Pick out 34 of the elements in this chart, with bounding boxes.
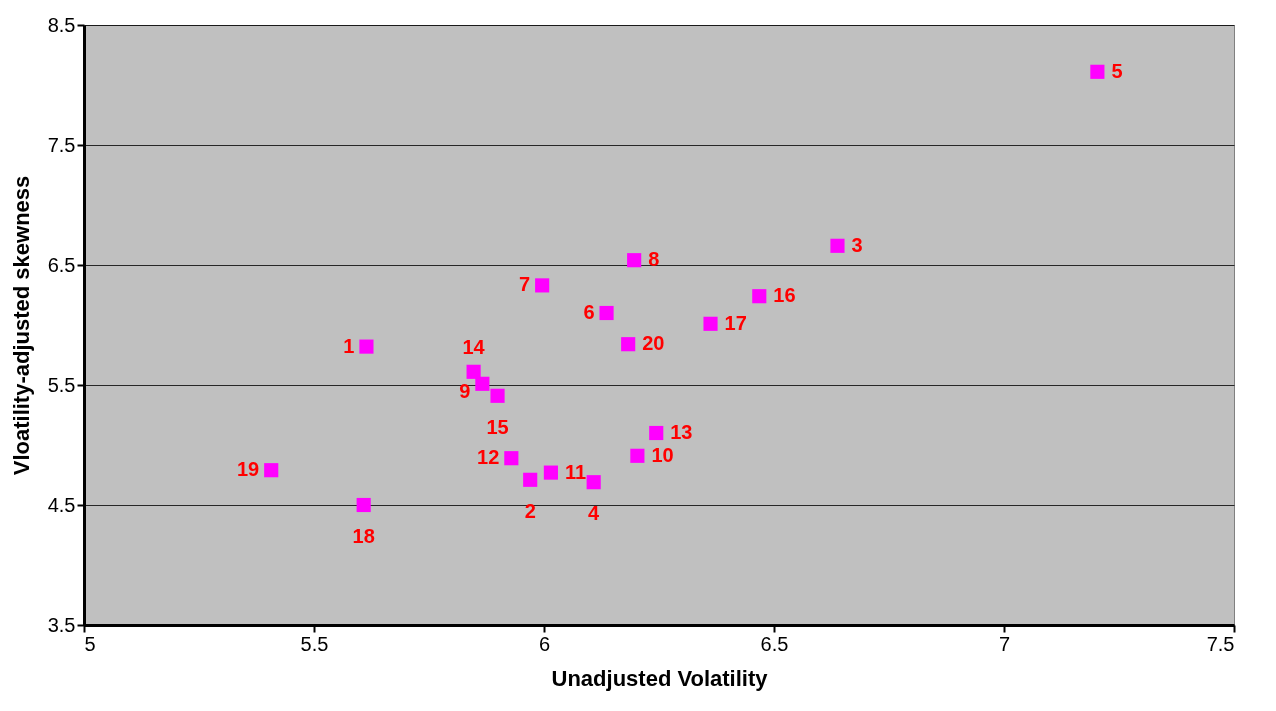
annotation: 17 xyxy=(724,311,747,334)
annotation: 6 xyxy=(583,301,595,323)
y-tick-label: 4.5 xyxy=(47,493,76,516)
y-tick-label: 6.5 xyxy=(47,253,76,276)
annotation: 15 xyxy=(486,415,509,438)
annotation: 19 xyxy=(236,458,260,481)
annotation: 9 xyxy=(459,379,471,402)
annotation: 5 xyxy=(1111,59,1123,82)
annotation: 12 xyxy=(477,446,500,469)
x-tick-label: 7.5 xyxy=(1206,632,1235,655)
y-tick-label: 3.5 xyxy=(47,613,76,636)
y-axis-title: Vloatility-adjusted skewness xyxy=(8,175,34,476)
x-tick-label: 6.5 xyxy=(760,632,789,655)
x-tick-label: 5.5 xyxy=(300,632,329,655)
annotation: 1 xyxy=(343,334,355,357)
x-axis-title: Unadjusted Volatility xyxy=(551,665,769,691)
x-tick-label: 7 xyxy=(998,632,1011,655)
annotation: 11 xyxy=(564,460,587,483)
annotation: 16 xyxy=(773,284,796,307)
annotation: 8 xyxy=(648,248,660,271)
annotation: 7 xyxy=(519,273,531,296)
y-tick-label: 7.5 xyxy=(47,133,76,156)
x-tick-label: 6 xyxy=(538,632,551,655)
y-tick-label: 5.5 xyxy=(47,373,76,396)
y-tick-label: 8.5 xyxy=(47,13,76,36)
annotation: 20 xyxy=(642,332,665,355)
x-tick-label: 5 xyxy=(84,632,96,655)
annotation: 13 xyxy=(670,421,693,443)
annotation: 3 xyxy=(851,233,863,256)
annotation: 14 xyxy=(462,335,486,358)
annotation: 18 xyxy=(352,525,375,547)
annotation: 2 xyxy=(524,499,536,522)
annotation: 10 xyxy=(651,443,674,466)
annotation: 4 xyxy=(588,502,601,525)
